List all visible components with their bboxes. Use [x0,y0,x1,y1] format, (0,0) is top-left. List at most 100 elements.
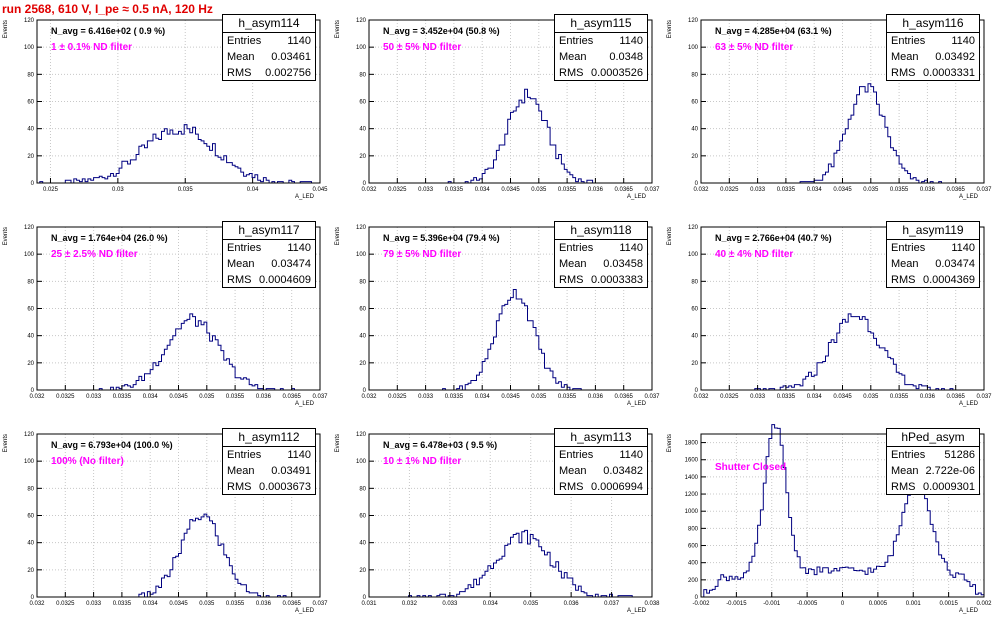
histogram-name: hPed_asym [887,429,979,447]
y-tick-label: 120 [688,18,699,24]
stats-label: RMS [559,67,584,79]
x-tick-label: 0.037 [976,394,992,400]
stats-label: Mean [559,465,587,477]
x-tick-label: 0.037 [312,601,328,607]
stats-value: 0.03491 [271,465,311,477]
stats-value: 0.03474 [271,258,311,270]
x-axis-title: A_LED [959,194,979,200]
x-tick-label: 0.035 [863,187,879,193]
histogram-pad-h_asym113: 0.031 0.032 0.033 0.034 0.035 0.036 0.037 0.038… [332,414,664,621]
y-tick-label: 20 [359,568,366,574]
x-tick-label: 0.0365 [615,187,634,193]
x-tick-label: 0.0355 [558,394,577,400]
filter-annotation: Shutter Closed [715,462,787,473]
x-tick-label: 0.032 [402,601,418,607]
y-tick-label: 0 [363,181,367,187]
x-tick-label: 0.034 [143,601,159,607]
y-axis-title: Events [335,20,341,38]
histogram-bars [37,313,320,391]
y-tick-label: 200 [688,578,699,584]
x-tick-label: -0.002 [692,601,710,607]
y-tick-label: 80 [359,72,366,78]
histogram-plot: 0.032 0.0325 0.033 0.0335 0.034 0.0345 0.035 0.… [3,432,328,614]
x-tick-label: 0.0365 [615,394,634,400]
x-tick-label: 0.03 [112,187,124,193]
stats-value: 0.03474 [935,258,975,270]
stats-box: h_asym115 Entries 1140 Mean 0.0348 RMS 0.00035… [554,14,648,81]
stats-value: 0.0009301 [923,481,975,493]
x-tick-label: 0.035 [863,394,879,400]
y-tick-label: 80 [691,72,698,78]
filter-annotation: 100% (No filter) [51,456,124,467]
y-tick-label: 1600 [685,458,699,464]
y-tick-label: 60 [359,100,366,106]
stats-label: Entries [559,35,594,47]
stats-value: 0.0006994 [591,481,643,493]
y-tick-label: 80 [27,486,34,492]
histogram-name: h_asym119 [887,222,979,240]
x-tick-label: 0.0365 [283,394,302,400]
filter-annotation: 1 ± 0.1% ND filter [51,42,133,53]
x-tick-label: 0.037 [976,187,992,193]
y-tick-label: 100 [688,45,699,51]
y-axis-title: Events [335,227,341,245]
y-tick-label: 120 [356,225,367,231]
y-axis-title: Events [667,434,673,452]
histogram-name: h_asym115 [555,15,647,33]
x-tick-label: 0.0345 [169,601,188,607]
x-tick-label: 0.0015 [939,601,958,607]
y-tick-label: 60 [691,307,698,313]
y-tick-label: 40 [691,127,698,133]
filter-annotation: 10 ± 1% ND filter [383,456,462,467]
stats-label: RMS [559,481,584,493]
stats-value: 1140 [951,35,975,47]
stats-value: 0.0003383 [591,274,643,286]
x-tick-label: 0.033 [418,187,434,193]
stats-value: 0.0003526 [591,67,643,79]
y-tick-label: 100 [356,459,367,465]
x-tick-label: 0.034 [807,394,823,400]
x-tick-label: 0.0345 [501,187,520,193]
y-tick-label: 20 [27,361,34,367]
y-tick-label: 120 [24,225,35,231]
stats-row-entries: Entries 1140 [223,447,315,463]
y-tick-label: 80 [359,279,366,285]
histogram-plot: 0.032 0.0325 0.033 0.0335 0.034 0.0345 0.035 0.… [667,225,992,407]
stats-value: 1140 [287,35,311,47]
x-tick-label: 0.036 [588,394,604,400]
stats-label: Entries [227,35,262,47]
stats-row-mean: Mean 0.03491 [223,463,315,479]
y-tick-label: 0 [695,595,699,601]
x-tick-label: 0.0335 [113,601,132,607]
y-tick-label: 100 [356,45,367,51]
stats-label: RMS [891,481,916,493]
y-tick-label: 0 [363,388,367,394]
x-tick-label: -0.0015 [726,601,747,607]
y-tick-label: 1200 [685,492,699,498]
y-tick-label: 40 [691,334,698,340]
y-tick-label: 60 [27,514,34,520]
y-axis-title: Events [3,20,9,38]
x-tick-label: 0.0355 [226,394,245,400]
stats-value: 0.03458 [603,258,643,270]
x-tick-label: 0.033 [750,394,766,400]
y-tick-label: 120 [356,432,367,438]
histogram-name: h_asym114 [223,15,315,33]
x-tick-label: -0.0005 [797,601,818,607]
y-tick-label: 1000 [685,509,699,515]
stats-label: Entries [227,449,262,461]
stats-label: RMS [891,67,916,79]
x-tick-label: 0.0345 [169,394,188,400]
y-tick-label: 0 [363,595,367,601]
y-tick-label: 100 [24,459,35,465]
x-axis-title: A_LED [627,194,647,200]
stats-value: 0.03492 [935,51,975,63]
x-tick-label: 0.0365 [947,394,966,400]
stats-row-mean: Mean 0.03461 [223,49,315,65]
x-tick-label: 0.033 [86,394,102,400]
y-tick-label: 1800 [685,441,699,447]
stats-value: 0.0004369 [923,274,975,286]
stats-row-entries: Entries 1140 [887,33,979,49]
stats-row-rms: RMS 0.002756 [223,65,315,81]
stats-value: 0.03482 [603,465,643,477]
